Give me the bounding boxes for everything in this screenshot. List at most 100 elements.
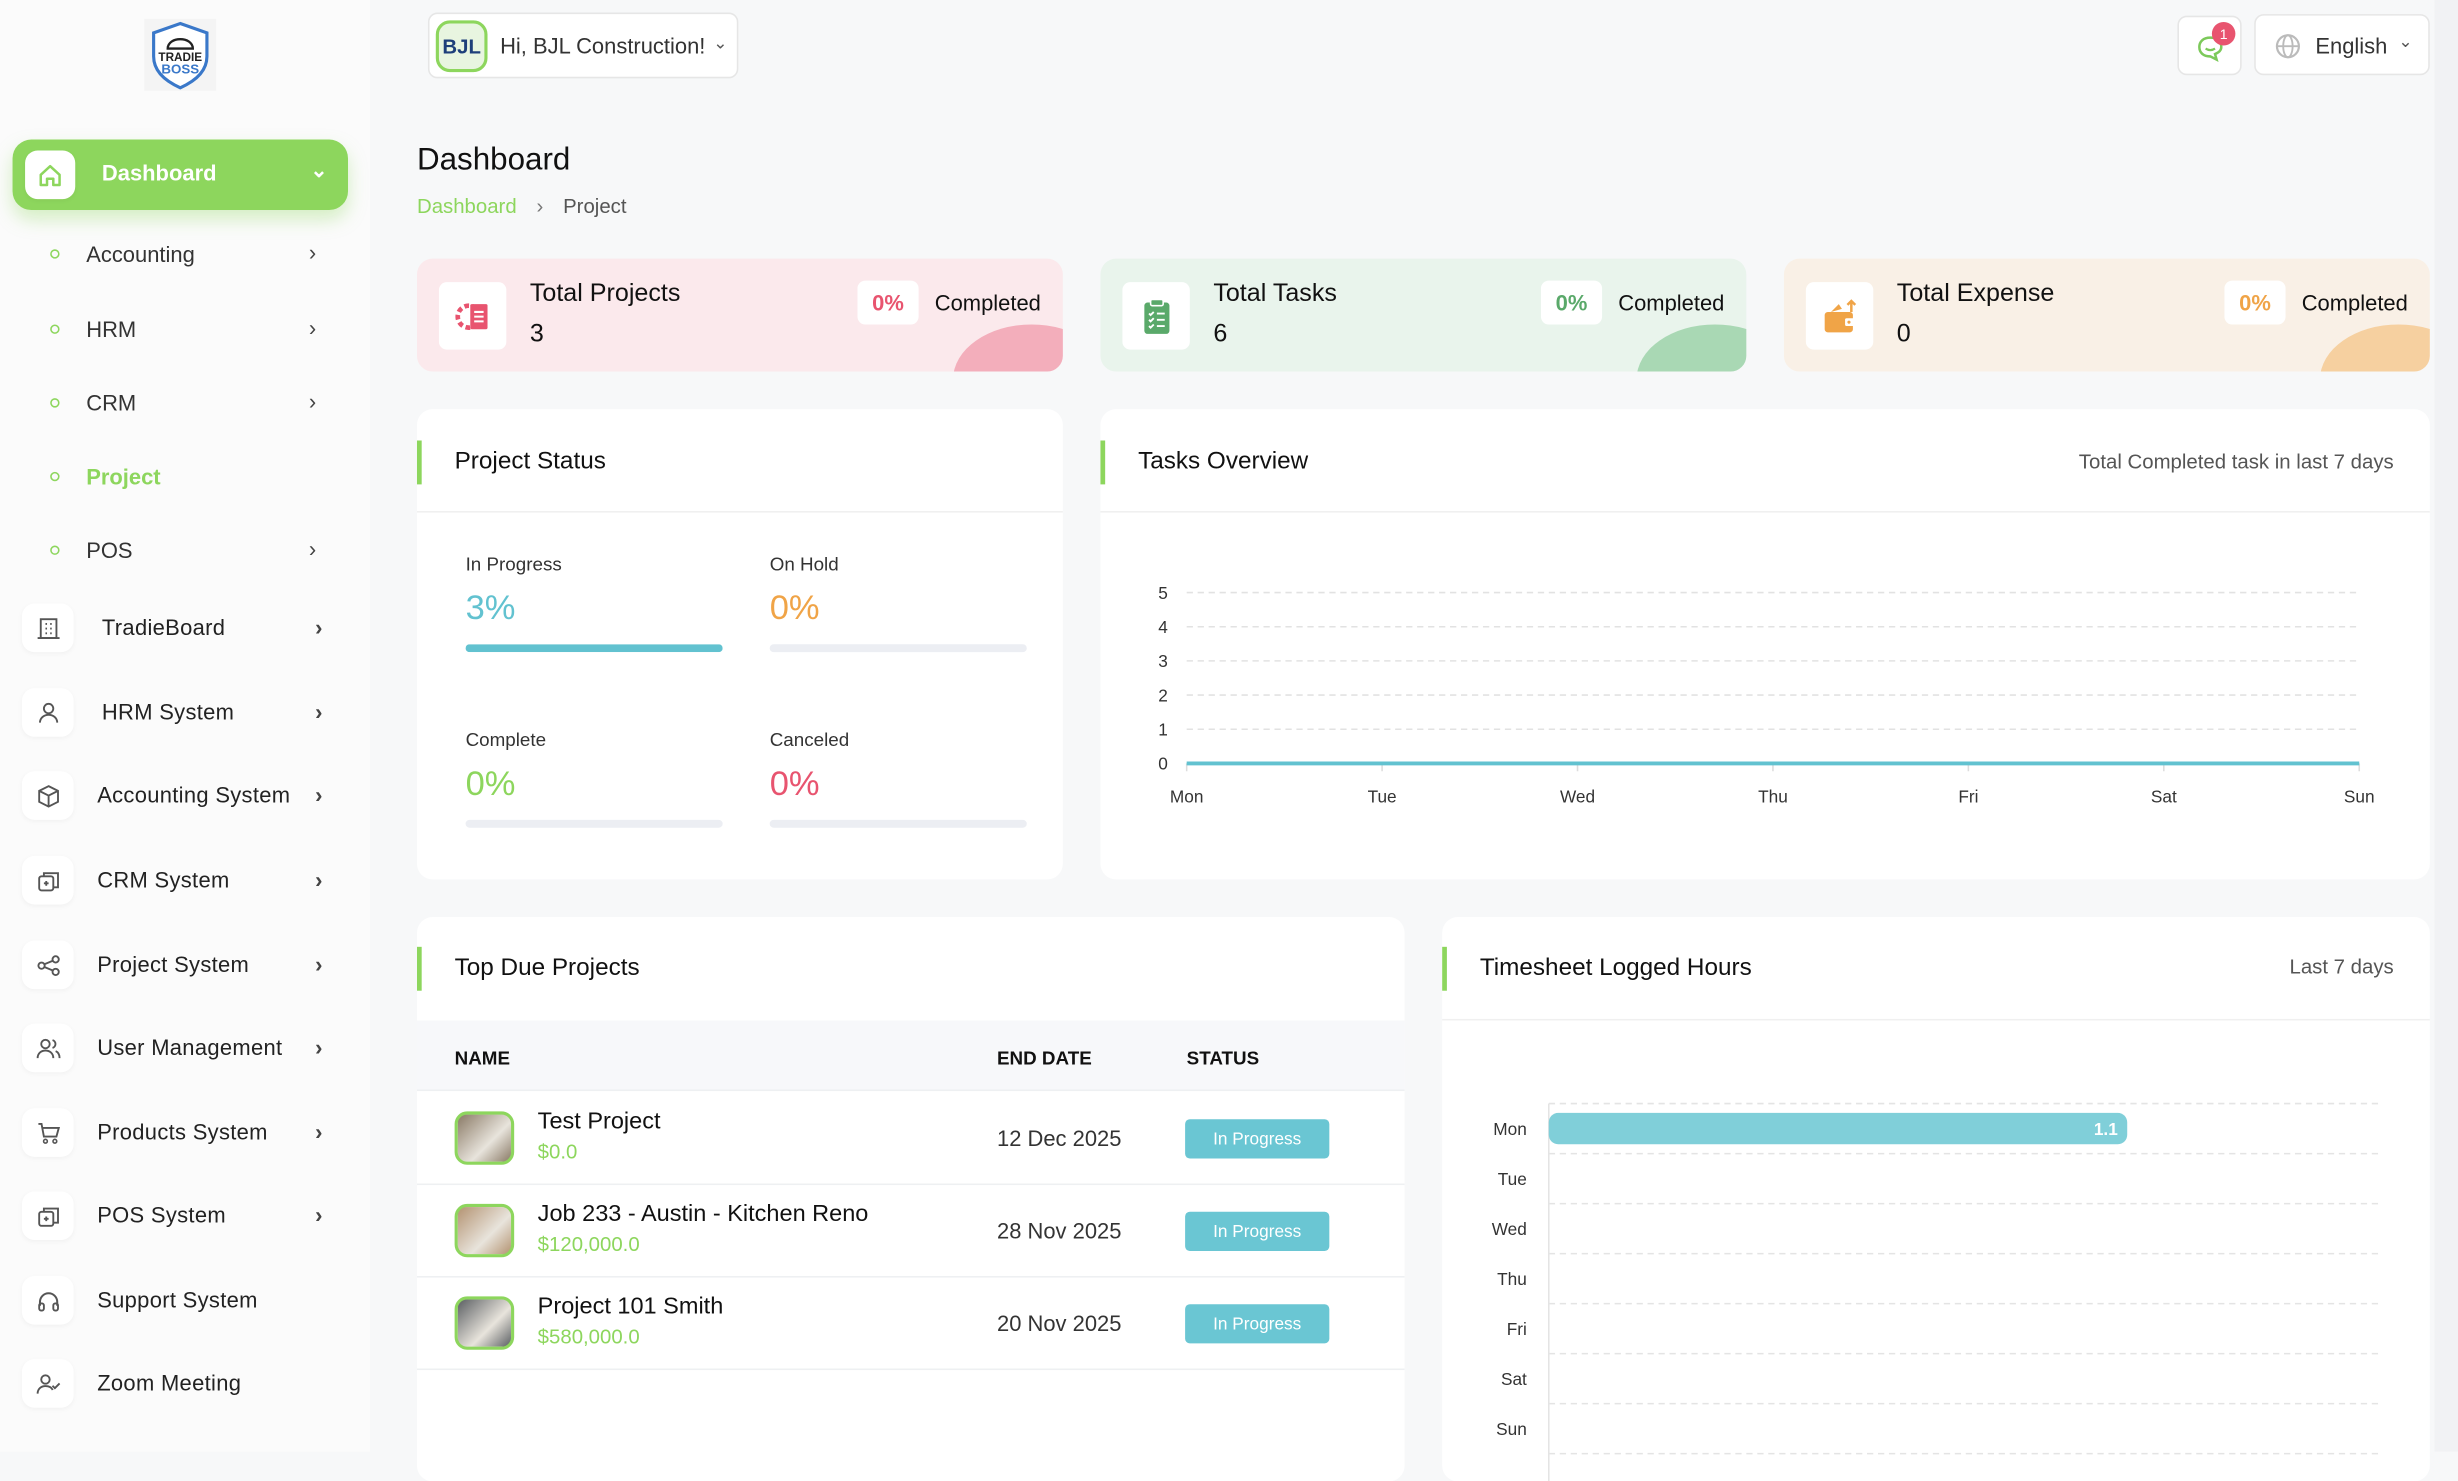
status-badge: In Progress xyxy=(1185,1119,1330,1159)
project-name[interactable]: Project 101 Smith xyxy=(537,1293,724,1320)
sidebar-item-tradieboard[interactable]: TradieBoard › xyxy=(0,602,370,655)
sidebar-item-label: Accounting System xyxy=(97,782,291,808)
status-in-progress: In Progress 3% xyxy=(465,553,723,663)
user-check-icon xyxy=(21,1359,74,1408)
box-icon xyxy=(21,771,74,820)
status-value: 0% xyxy=(769,587,820,628)
chevron-right-icon: › xyxy=(315,1119,323,1145)
svg-text:TRADIE: TRADIE xyxy=(158,51,202,64)
status-canceled: Canceled 0% xyxy=(769,729,1027,839)
sidebar-item-label: CRM xyxy=(86,390,137,416)
language-label: English xyxy=(2315,32,2388,59)
sidebar-item-label: HRM System xyxy=(101,699,235,725)
sidebar-item-label: Dashboard xyxy=(101,159,217,185)
user-greeting: Hi, BJL Construction! xyxy=(500,32,706,59)
stat-card-total-tasks: Total Tasks 6 0% Completed xyxy=(1100,258,1747,372)
card-title: Top Due Projects xyxy=(416,946,640,991)
project-gear-icon xyxy=(438,282,507,350)
share-icon xyxy=(21,940,74,990)
y-tick-label: Thu xyxy=(1497,1269,1527,1289)
sidebar-subitem-hrm[interactable]: HRM › xyxy=(0,306,370,353)
company-logo-text: BJL xyxy=(442,34,481,59)
chevron-right-icon: › xyxy=(308,536,317,562)
sidebar-subitem-pos[interactable]: POS › xyxy=(0,527,370,574)
y-tick-label: 5 xyxy=(1158,583,1168,603)
sidebar-item-accounting-system[interactable]: Accounting System › xyxy=(0,770,370,823)
layers-icon xyxy=(21,855,74,905)
home-icon xyxy=(25,150,76,200)
stat-percent: 0% xyxy=(857,280,919,325)
sidebar-item-project-system[interactable]: Project System › xyxy=(0,939,370,992)
chevron-right-icon: › xyxy=(308,388,317,414)
progress-bar xyxy=(465,644,723,653)
column-header-end-date: END DATE xyxy=(996,1047,1092,1070)
tradie-boss-logo[interactable]: TRADIE BOSS xyxy=(144,18,217,91)
sidebar-subitem-crm[interactable]: CRM › xyxy=(0,379,370,426)
messages-button[interactable]: 1 xyxy=(2177,15,2242,76)
svg-text:BOSS: BOSS xyxy=(161,62,199,77)
breadcrumb-current: Project xyxy=(563,194,627,218)
chevron-right-icon: › xyxy=(536,194,544,218)
chevron-right-icon: › xyxy=(315,1034,323,1060)
divider xyxy=(1100,511,2430,513)
building-icon xyxy=(21,603,74,653)
project-end-date: 12 Dec 2025 xyxy=(996,1125,1122,1151)
sidebar-item-user-management[interactable]: User Management › xyxy=(0,1022,370,1075)
sidebar-item-crm-system[interactable]: CRM System › xyxy=(0,854,370,907)
status-label: In Progress xyxy=(465,553,562,576)
table-row[interactable]: Test Project $0.0 12 Dec 2025 In Progres… xyxy=(416,1093,1405,1186)
project-end-date: 20 Nov 2025 xyxy=(996,1310,1122,1336)
sidebar-item-zoom-meeting[interactable]: Zoom Meeting xyxy=(0,1358,370,1411)
cart-icon xyxy=(21,1108,74,1157)
stat-percent: 0% xyxy=(1540,280,1603,325)
sidebar-item-dashboard[interactable]: Dashboard ⌄ xyxy=(12,139,349,211)
page-title: Dashboard xyxy=(416,142,571,178)
status-badge: In Progress xyxy=(1185,1211,1330,1251)
stat-label: Completed xyxy=(2301,290,2408,316)
bullet-icon xyxy=(50,545,60,555)
sidebar-item-label: Project xyxy=(86,464,161,490)
status-value: 3% xyxy=(465,587,516,628)
user-menu-button[interactable]: BJL Hi, BJL Construction! ⌄ xyxy=(427,12,739,79)
sidebar-item-pos-system[interactable]: POS System › xyxy=(0,1190,370,1243)
bullet-icon xyxy=(50,324,60,334)
project-end-date: 28 Nov 2025 xyxy=(996,1218,1122,1244)
sidebar-item-label: User Management xyxy=(97,1034,283,1060)
sidebar-item-label: HRM xyxy=(86,316,137,342)
sidebar-item-label: TradieBoard xyxy=(101,614,226,640)
bar-data-label: 1.1 xyxy=(2094,1119,2118,1139)
timesheet-bar-chart: Mon 1.1 Tue Wed Thu Fri Sat Sun xyxy=(1492,1102,2380,1481)
language-select[interactable]: English ⌄ xyxy=(2254,14,2430,76)
x-tick-label: Sun xyxy=(2344,787,2375,807)
x-tick-label: Wed xyxy=(1560,787,1595,807)
project-name[interactable]: Test Project xyxy=(537,1108,661,1135)
sidebar-item-label: POS xyxy=(86,537,133,563)
bullet-icon xyxy=(50,471,60,482)
sidebar-subitem-project[interactable]: Project xyxy=(0,453,370,500)
scrollbar[interactable] xyxy=(2434,0,2458,1452)
sidebar-item-hrm-system[interactable]: HRM System › xyxy=(0,687,370,740)
table-row[interactable]: Project 101 Smith $580,000.0 20 Nov 2025… xyxy=(416,1278,1405,1371)
project-amount: $120,000.0 xyxy=(537,1232,640,1256)
chevron-right-icon: › xyxy=(308,239,317,265)
breadcrumb-link-dashboard[interactable]: Dashboard xyxy=(416,194,517,218)
card-title: Timesheet Logged Hours xyxy=(1442,946,1752,991)
sidebar-item-products-system[interactable]: Products System › xyxy=(0,1107,370,1160)
column-header-status: STATUS xyxy=(1186,1047,1260,1070)
bullet-icon xyxy=(50,249,60,259)
status-badge: In Progress xyxy=(1185,1304,1330,1344)
project-name[interactable]: Job 233 - Austin - Kitchen Reno xyxy=(537,1200,869,1228)
sidebar-subitem-accounting[interactable]: Accounting › xyxy=(0,230,370,277)
sidebar-item-label: POS System xyxy=(97,1202,226,1228)
sidebar-item-support-system[interactable]: Support System xyxy=(0,1274,370,1327)
sidebar: TRADIE BOSS Dashboard ⌄ Accounting › HRM › CR… xyxy=(0,0,370,1452)
stat-label: Completed xyxy=(934,290,1041,316)
sidebar-item-label: Project System xyxy=(97,951,250,977)
status-value: 0% xyxy=(465,763,516,803)
table-row[interactable]: Job 233 - Austin - Kitchen Reno $120,000… xyxy=(416,1185,1405,1278)
top-due-projects-card: Top Due Projects NAME END DATE STATUS Te… xyxy=(416,917,1405,1481)
status-value: 0% xyxy=(769,763,820,803)
column-header-name: NAME xyxy=(454,1047,511,1070)
bullet-icon xyxy=(50,398,60,408)
sidebar-item-label: CRM System xyxy=(97,866,230,892)
